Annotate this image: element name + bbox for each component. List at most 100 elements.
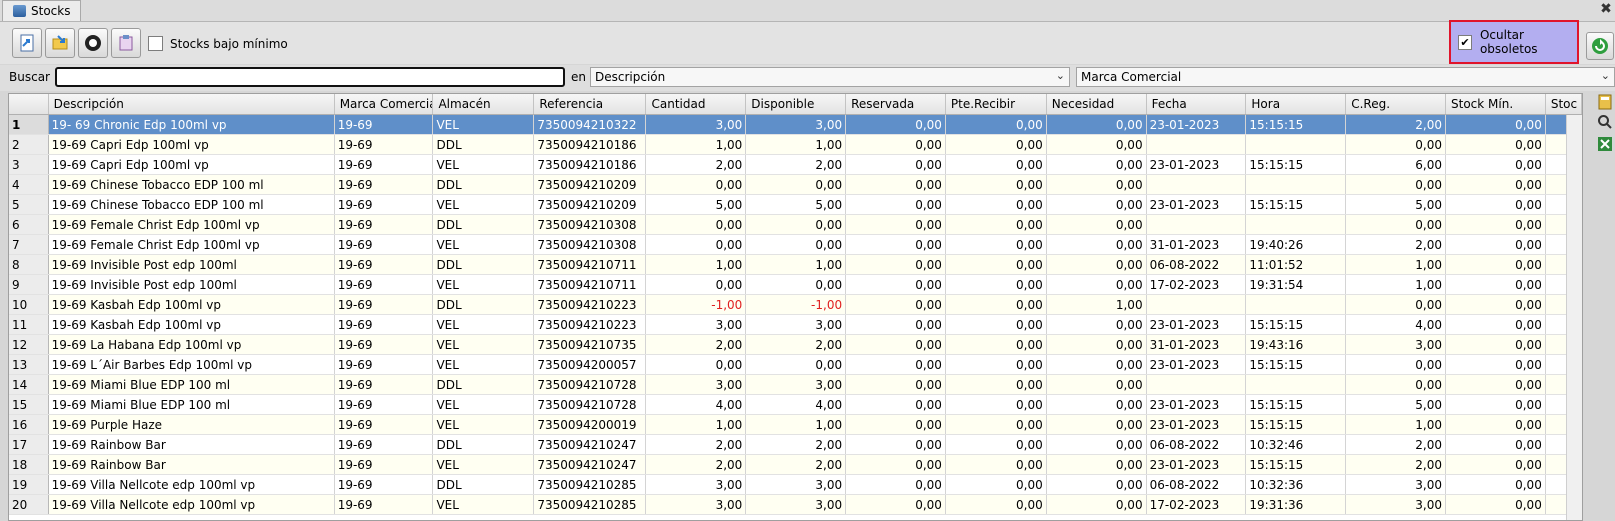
table-cell[interactable]: 0,00 xyxy=(1046,374,1147,395)
table-cell[interactable]: 10:32:46 xyxy=(1245,434,1347,455)
table-cell[interactable]: 7350094210308 xyxy=(533,214,647,235)
table-cell[interactable]: 0,00 xyxy=(1046,214,1147,235)
table-cell[interactable]: 2,00 xyxy=(1345,234,1447,255)
table-cell[interactable]: 19-69 xyxy=(334,314,434,335)
table-cell[interactable]: 2,00 xyxy=(1345,454,1447,475)
table-cell[interactable]: 19-69 Miami Blue EDP 100 ml xyxy=(48,374,335,395)
table-cell[interactable]: DDL xyxy=(432,294,535,315)
grid-config-button[interactable] xyxy=(1596,93,1613,110)
table-cell[interactable]: 0,00 xyxy=(1046,174,1147,195)
table-cell[interactable] xyxy=(1146,374,1247,395)
table-cell[interactable] xyxy=(1146,174,1247,195)
table-cell[interactable]: 0,00 xyxy=(945,314,1047,335)
table-cell[interactable]: 0,00 xyxy=(945,274,1047,295)
table-cell[interactable]: 0,00 xyxy=(745,234,847,255)
table-cell[interactable]: 0,00 xyxy=(845,294,946,315)
table-cell[interactable]: 0,00 xyxy=(645,274,747,295)
table-cell[interactable]: DDL xyxy=(432,174,535,195)
table-cell[interactable]: 0,00 xyxy=(945,114,1047,135)
table-cell[interactable]: 7350094210322 xyxy=(533,114,647,135)
table-cell[interactable]: VEL xyxy=(432,314,535,335)
table-cell[interactable]: 17-02-2023 xyxy=(1146,494,1247,515)
table-cell[interactable]: 7350094210711 xyxy=(533,274,647,295)
table-cell[interactable]: 0,00 xyxy=(845,274,946,295)
table-cell[interactable]: 0,00 xyxy=(945,194,1047,215)
table-cell[interactable]: 0,00 xyxy=(845,474,946,495)
table-cell[interactable]: VEL xyxy=(432,194,535,215)
table-cell[interactable] xyxy=(1245,374,1347,395)
table-cell[interactable]: 1,00 xyxy=(745,414,847,435)
import-button[interactable] xyxy=(45,28,75,58)
table-cell[interactable]: 3,00 xyxy=(745,114,847,135)
table-cell[interactable]: 0,00 xyxy=(1046,254,1147,275)
table-cell[interactable]: 0,00 xyxy=(1345,354,1447,375)
table-cell[interactable]: 19-69 xyxy=(334,394,434,415)
table-cell[interactable]: 0,00 xyxy=(945,414,1047,435)
table-cell[interactable]: 3,00 xyxy=(1345,334,1447,355)
table-cell[interactable]: 7350094210223 xyxy=(533,294,647,315)
table-cell[interactable]: DDL xyxy=(432,434,535,455)
table-cell[interactable]: 0,00 xyxy=(1445,254,1546,275)
table-cell[interactable]: 7350094210728 xyxy=(533,394,647,415)
table-cell[interactable]: 19-69 Villa Nellcote edp 100ml vp xyxy=(48,494,335,515)
table-cell[interactable]: 0,00 xyxy=(845,434,946,455)
table-cell[interactable] xyxy=(1146,214,1247,235)
table-cell[interactable]: 2,00 xyxy=(745,434,847,455)
table-cell[interactable]: 0,00 xyxy=(1046,394,1147,415)
table-cell[interactable]: 19- 69 Chronic Edp 100ml vp xyxy=(48,114,335,135)
table-cell[interactable]: 3,00 xyxy=(745,494,847,515)
table-row[interactable]: 13 19-69 L´Air Barbes Edp 100ml vp 19-69 VE… xyxy=(9,354,1582,375)
table-cell[interactable] xyxy=(1245,174,1347,195)
table-cell[interactable]: 2,00 xyxy=(1345,114,1447,135)
table-cell[interactable]: 23-01-2023 xyxy=(1146,314,1247,335)
table-cell[interactable]: 1,00 xyxy=(745,254,847,275)
table-cell[interactable]: 3,00 xyxy=(745,374,847,395)
tab-stocks[interactable]: Stocks xyxy=(2,0,82,21)
table-cell[interactable]: DDL xyxy=(432,214,535,235)
table-cell[interactable]: 0,00 xyxy=(1445,174,1546,195)
table-cell[interactable]: 7350094200019 xyxy=(533,414,647,435)
table-cell[interactable]: 5,00 xyxy=(645,194,747,215)
table-cell[interactable]: DDL xyxy=(432,474,535,495)
table-cell[interactable]: 3,00 xyxy=(745,474,847,495)
table-cell[interactable]: -1,00 xyxy=(745,294,847,315)
table-cell[interactable]: 19-69 La Habana Edp 100ml vp xyxy=(48,334,335,355)
table-row[interactable]: 20 19-69 Villa Nellcote edp 100ml vp 19-69… xyxy=(9,494,1582,515)
table-row[interactable]: 7 19-69 Female Christ Edp 100ml vp 19-69 VE… xyxy=(9,234,1582,255)
table-cell[interactable]: 0,00 xyxy=(1445,274,1546,295)
table-cell[interactable]: 0,00 xyxy=(1046,474,1147,495)
table-cell[interactable]: 1,00 xyxy=(645,134,747,155)
table-cell[interactable]: 0,00 xyxy=(1046,454,1147,475)
table-cell[interactable]: 0,00 xyxy=(845,334,946,355)
table-cell[interactable]: 0,00 xyxy=(645,234,747,255)
table-cell[interactable]: 7350094210186 xyxy=(533,134,647,155)
stocks-bajo-minimo-checkbox[interactable]: Stocks bajo mínimo xyxy=(148,36,288,51)
table-cell[interactable]: 1,00 xyxy=(645,254,747,275)
table-row[interactable]: 9 19-69 Invisible Post edp 100ml 19-69 VEL 7… xyxy=(9,274,1582,295)
table-cell[interactable]: 19-69 Female Christ Edp 100ml vp xyxy=(48,214,335,235)
table-cell[interactable]: 0,00 xyxy=(1046,114,1147,135)
table-cell[interactable]: 19-69 Kasbah Edp 100ml vp xyxy=(48,314,335,335)
table-cell[interactable]: 19-69 Purple Haze xyxy=(48,414,335,435)
vertical-scrollbar[interactable] xyxy=(1566,115,1582,520)
table-cell[interactable]: 19-69 Miami Blue EDP 100 ml xyxy=(48,394,335,415)
table-cell[interactable]: DDL xyxy=(432,374,535,395)
table-cell[interactable]: 0,00 xyxy=(945,254,1047,275)
table-cell[interactable]: 5,00 xyxy=(1345,194,1447,215)
column-header[interactable]: Necesidad xyxy=(1046,94,1147,115)
table-cell[interactable]: 1,00 xyxy=(1345,414,1447,435)
table-cell[interactable]: 19-69 Villa Nellcote edp 100ml vp xyxy=(48,474,335,495)
export-button[interactable] xyxy=(12,28,42,58)
table-cell[interactable]: 0,00 xyxy=(945,334,1047,355)
table-row[interactable]: 16 19-69 Purple Haze 19-69 VEL 7350094200019… xyxy=(9,414,1582,435)
table-row[interactable]: 14 19-69 Miami Blue EDP 100 ml 19-69 DDL 735… xyxy=(9,374,1582,395)
table-cell[interactable]: 0,00 xyxy=(1445,374,1546,395)
table-cell[interactable]: 2,00 xyxy=(645,454,747,475)
table-cell[interactable]: 0,00 xyxy=(945,134,1047,155)
table-cell[interactable]: 0,00 xyxy=(1046,314,1147,335)
table-cell[interactable]: 3,00 xyxy=(645,314,747,335)
table-cell[interactable]: 0,00 xyxy=(1345,174,1447,195)
table-cell[interactable]: 0,00 xyxy=(1046,334,1147,355)
table-cell[interactable]: 15:15:15 xyxy=(1245,354,1347,375)
table-cell[interactable]: 23-01-2023 xyxy=(1146,414,1247,435)
